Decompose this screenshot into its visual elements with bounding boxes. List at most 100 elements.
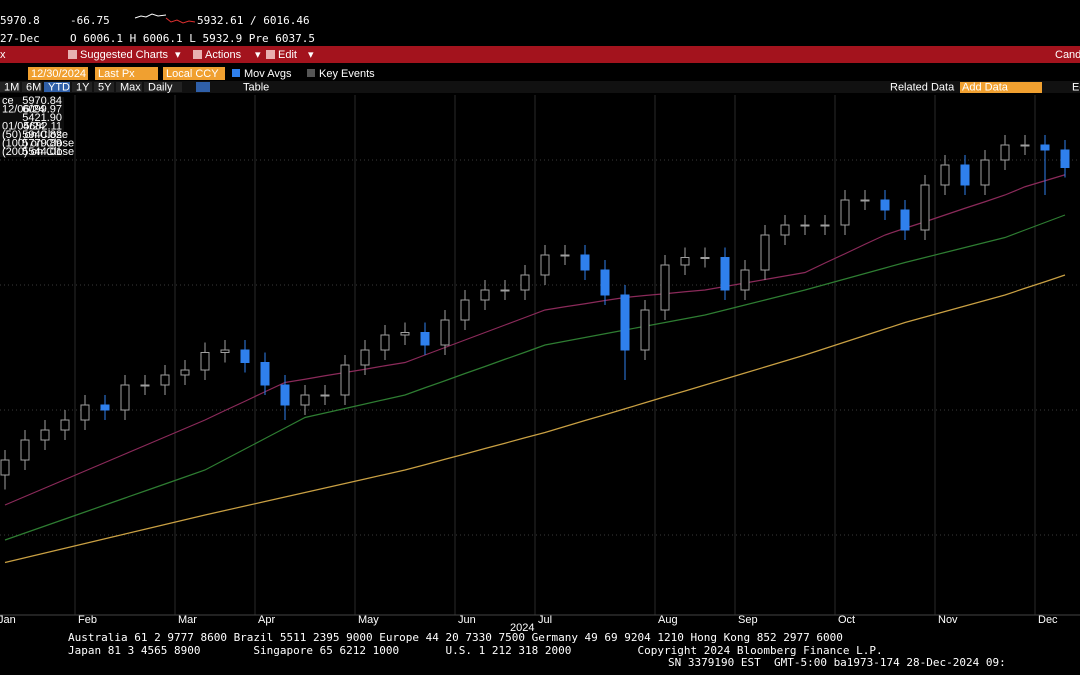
- menu-right: Cand: [1055, 49, 1080, 61]
- x-tick-label: Nov: [938, 614, 958, 626]
- candle-body: [880, 199, 890, 211]
- period-button[interactable]: [116, 82, 142, 92]
- candle-body: [0, 459, 10, 476]
- year-label: 2024: [510, 622, 534, 634]
- candle-body: [220, 349, 230, 353]
- candle-body: [360, 349, 370, 366]
- x-tick-label: Sep: [738, 614, 758, 626]
- check-label: Key Events: [319, 68, 375, 80]
- check-label: Mov Avgs: [244, 68, 292, 80]
- add-data: Add Data: [962, 81, 1009, 93]
- day-range: 5932.61 / 6016.46: [197, 14, 310, 27]
- field: 12/30/2024: [31, 68, 86, 80]
- moving-average: [4, 174, 1066, 506]
- field: Local CCY: [166, 68, 219, 80]
- candle-body: [260, 362, 270, 386]
- menu-caret: ▾: [255, 49, 261, 61]
- checkbox[interactable]: [232, 69, 240, 77]
- chart-type-button[interactable]: [196, 82, 210, 92]
- candle-body: [900, 209, 910, 231]
- checkbox[interactable]: [307, 69, 315, 77]
- candle-body: [620, 294, 630, 351]
- x-tick-label: Mar: [178, 614, 197, 626]
- candle-body: [740, 269, 750, 291]
- candle-body: [1040, 144, 1050, 151]
- field-box[interactable]: [95, 67, 158, 80]
- x-tick-label: Feb: [78, 614, 97, 626]
- candle-body: [160, 374, 170, 386]
- legend-value: 5779.89: [22, 137, 62, 149]
- menu-caret: ▾: [175, 49, 181, 61]
- add-data-box[interactable]: [960, 82, 1042, 93]
- candle-body: [280, 384, 290, 406]
- candle-body: [240, 349, 250, 363]
- sparkline-down: [165, 17, 196, 24]
- candle-body: [20, 439, 30, 461]
- legend-label: (200) on Close: [2, 146, 74, 158]
- candle-body: [1000, 144, 1010, 161]
- legend-box: [0, 97, 64, 157]
- period-label: Daily: [148, 81, 173, 93]
- candle-body: [480, 289, 490, 301]
- menu-item[interactable]: Suggested Charts: [80, 49, 169, 61]
- period-button[interactable]: [44, 82, 70, 92]
- candle-body: [80, 404, 90, 421]
- candle-body: [600, 269, 610, 296]
- candle-body: [800, 224, 810, 227]
- period-button[interactable]: [94, 82, 114, 92]
- candle-body: [860, 199, 870, 202]
- field-box[interactable]: [163, 67, 225, 80]
- candle-body: [820, 224, 830, 227]
- candle-body: [40, 429, 50, 441]
- candle-body: [580, 254, 590, 271]
- footer-line: Japan 81 3 4565 8900 Singapore 65 6212 1…: [68, 644, 883, 657]
- candle-body: [180, 369, 190, 376]
- x-tick-label: Jun: [458, 614, 476, 626]
- field-box[interactable]: [28, 67, 88, 80]
- legend-value: 5421.90: [22, 112, 62, 124]
- candle-body: [500, 289, 510, 292]
- legend-value: 6099.97: [22, 103, 62, 115]
- menu-icon: [193, 50, 202, 59]
- candle-body: [420, 332, 430, 346]
- field: Last Px: [98, 68, 135, 80]
- candle-body: [140, 384, 150, 387]
- period-button[interactable]: [22, 82, 42, 92]
- period-label: 1M: [4, 81, 19, 93]
- candle-body: [980, 159, 990, 186]
- candle-body: [320, 394, 330, 397]
- x-tick-label: May: [358, 614, 379, 626]
- menu-icon: [266, 50, 275, 59]
- candle-body: [340, 364, 350, 396]
- quote-date: 27-Dec: [0, 32, 40, 45]
- legend-label: 12/06/24: [2, 103, 45, 115]
- menu-item[interactable]: Actions: [205, 49, 242, 61]
- x-tick-label: Aug: [658, 614, 678, 626]
- legend-label: 01/05/24: [2, 120, 45, 132]
- period-label: YTD: [48, 81, 70, 93]
- legend-label: ce: [2, 95, 14, 107]
- x-tick-label: Apr: [258, 614, 275, 626]
- candle-body: [400, 332, 410, 336]
- change: -66.75: [70, 14, 110, 27]
- period-button[interactable]: [144, 82, 182, 92]
- period-button[interactable]: [72, 82, 92, 92]
- legend-label: (100) on Close: [2, 137, 74, 149]
- x-tick-label: Dec: [1038, 614, 1058, 626]
- candle-body: [380, 334, 390, 351]
- sparkline: [134, 13, 167, 19]
- menu-item[interactable]: Edit: [278, 49, 297, 61]
- candle-body: [520, 274, 530, 291]
- candle-body: [1020, 144, 1030, 147]
- period-bar: [0, 81, 1080, 93]
- candle-body: [120, 384, 130, 411]
- menu-icon: [68, 50, 77, 59]
- candle-body: [560, 254, 570, 257]
- period-label: 6M: [26, 81, 41, 93]
- last-price: 5970.8: [0, 14, 40, 27]
- menu-caret: ▾: [308, 49, 314, 61]
- candle-body: [780, 224, 790, 236]
- period-button[interactable]: [0, 82, 20, 92]
